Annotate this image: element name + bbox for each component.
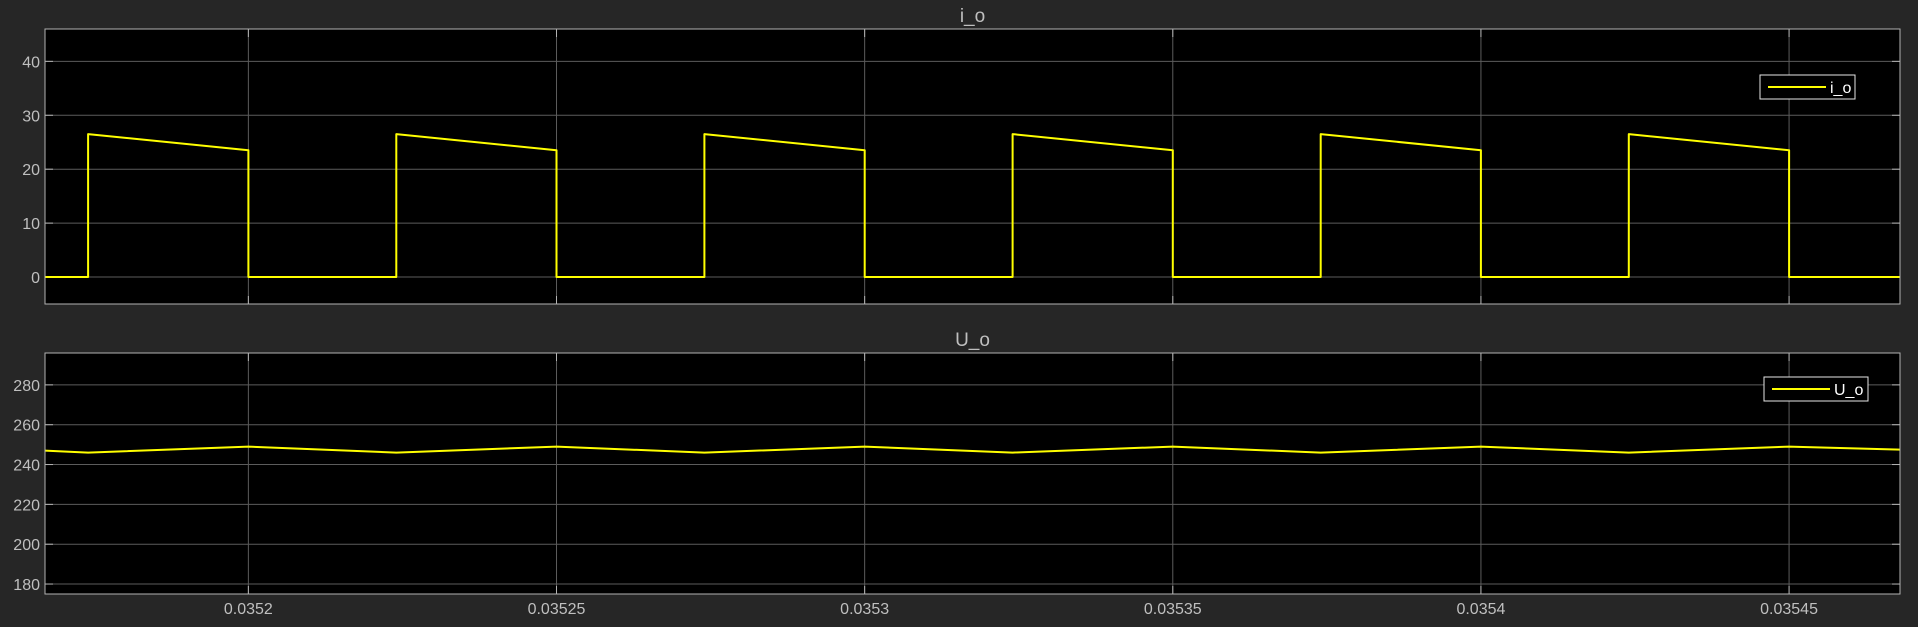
y-tick-label: 260 [13,418,40,435]
series-line-i_o [45,133,1900,278]
series-line-U_o [44,445,1901,454]
x-tick-label: 0.03545 [1760,601,1818,618]
y-tick-label: 30 [22,108,40,125]
y-tick-label: 220 [13,497,40,514]
legend-label: U_o [1834,382,1863,399]
axes-border [44,28,1901,305]
x-tick-label: 0.03535 [1144,601,1202,618]
y-tick-label: 280 [13,378,40,395]
axes-panel-0: 0 10 20 30 40 i_o i_o [22,6,1901,305]
y-tick-label: 10 [22,216,40,233]
x-tick-label: 0.0354 [1456,601,1505,618]
legend: U_o [1763,376,1869,402]
axes-panel-1: 0.0352 0.03525 0.0353 0.03535 0.0354 0.03545 1… [13,330,1901,618]
axes-title: U_o [955,330,990,351]
axes-background [45,353,1900,594]
y-tick-label: 200 [13,537,40,554]
x-tick-label: 0.0353 [840,601,889,618]
y-tick-label: 40 [22,54,40,71]
axes-background [45,29,1900,304]
axes-title: i_o [960,6,985,27]
y-tick-label: 240 [13,458,40,475]
x-tick-label: 0.03525 [528,601,586,618]
axes-border [44,352,1901,595]
legend: i_o [1759,74,1856,100]
y-tick-label: 0 [31,270,40,287]
x-tick-label: 0.0352 [224,601,273,618]
y-tick-label: 20 [22,162,40,179]
y-tick-label: 180 [13,577,40,594]
legend-label: i_o [1830,80,1851,97]
